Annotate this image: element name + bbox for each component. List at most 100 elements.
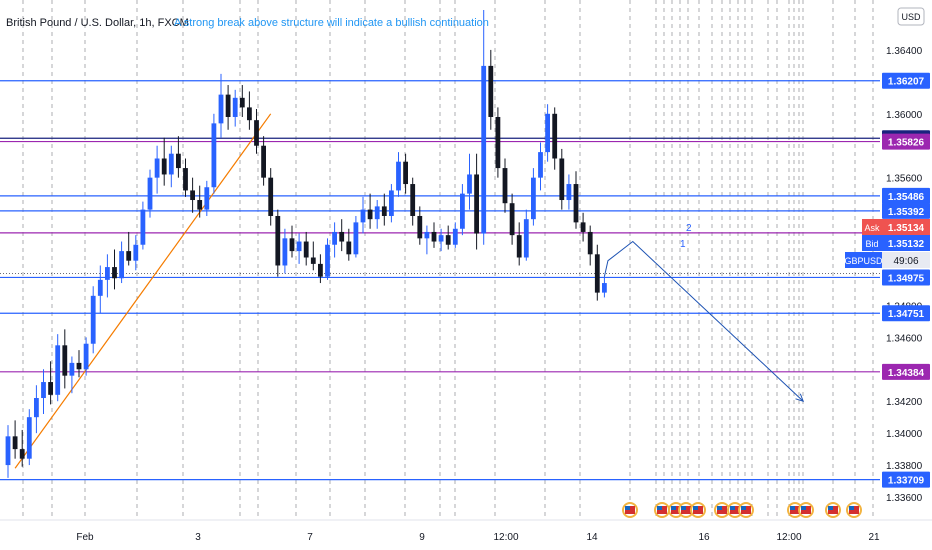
candle-body	[452, 228, 458, 245]
candle-body	[438, 235, 444, 242]
level-tag-bg	[882, 187, 930, 204]
candle-body	[303, 241, 309, 258]
candle-body	[147, 177, 153, 210]
projection-label-1: 1	[680, 239, 686, 250]
level-tag-label: 1.34384	[888, 368, 925, 379]
event-flag-1	[654, 502, 670, 518]
candle-body	[26, 417, 32, 459]
candle-body	[19, 449, 25, 459]
candle-body	[112, 267, 117, 279]
price-tick-label: 1.33600	[886, 493, 923, 504]
symbol-tag-name: GBPUSD	[844, 256, 883, 266]
candle-body	[5, 436, 11, 466]
price-tick-label: 1.36400	[886, 46, 923, 57]
level-tag-bg	[882, 72, 930, 89]
time-tick-label: Feb	[76, 532, 94, 543]
bid-tag-name-bg	[862, 235, 882, 251]
ask-tag-name-bg	[862, 219, 882, 235]
candle-body	[339, 231, 345, 242]
price-tick-label: 1.34000	[886, 429, 923, 440]
currency-button[interactable]: USD	[897, 7, 925, 26]
level-tag-bg	[882, 269, 930, 286]
candle-body	[197, 200, 203, 210]
level-tag-7: 1.34751	[882, 305, 930, 322]
candle-body	[431, 231, 437, 242]
candle-body	[62, 345, 68, 376]
candle-body	[495, 116, 501, 169]
candle-body	[552, 113, 558, 159]
candle-body	[90, 295, 96, 344]
level-tag-bg	[882, 305, 930, 322]
currency-button-frame[interactable]	[897, 7, 925, 26]
quote-tags: Ask 1.35134 Bid 1.35132 GBPUSD 49:06	[844, 219, 930, 268]
time-tick-label: 7	[307, 532, 313, 543]
candle-body	[367, 209, 373, 220]
candle-body	[289, 238, 295, 252]
candle-body	[587, 231, 593, 255]
candle-body	[474, 174, 479, 234]
time-tick-label: 3	[195, 532, 201, 543]
event-flag-4	[690, 502, 706, 518]
level-tag-6: 1.34975	[882, 269, 930, 286]
ask-tag: Ask 1.35134	[862, 219, 930, 235]
candles-group	[5, 10, 607, 478]
level-tag-label: 1.34975	[888, 273, 925, 284]
time-tick-label: 14	[586, 532, 598, 543]
price-tick-label: 1.34600	[886, 333, 923, 344]
candle-body	[154, 158, 160, 178]
level-tag-label: 1.33709	[888, 476, 925, 487]
projection-group: 21	[603, 223, 805, 402]
candle-body	[381, 206, 387, 216]
event-flag-0	[622, 502, 638, 518]
candle-body	[225, 94, 231, 117]
ask-tag-value-bg	[882, 219, 930, 235]
event-flag-11	[846, 502, 862, 518]
candle-body	[602, 283, 607, 293]
candle-body	[488, 65, 494, 117]
projection-arrowhead	[795, 393, 805, 402]
candle-body	[282, 238, 288, 266]
candle-body	[268, 177, 274, 216]
symbol-tag: GBPUSD 49:06	[844, 252, 930, 268]
level-tag-3: 1.35486	[882, 187, 930, 204]
candle-body	[410, 184, 416, 216]
candle-body	[105, 267, 110, 280]
candle-body	[346, 241, 352, 255]
price-tick-label: 1.36000	[886, 110, 923, 121]
candle-body	[531, 177, 536, 220]
event-flag-canton	[730, 506, 735, 510]
economic-events	[622, 502, 862, 518]
bid-tag: Bid 1.35132	[862, 235, 930, 251]
level-tag-4: 1.35392	[882, 202, 930, 219]
event-flag-canton	[790, 506, 795, 510]
candle-body	[580, 222, 586, 232]
level-tag-label: 1.36207	[888, 77, 925, 88]
price-tick-label: 1.34200	[886, 397, 923, 408]
candle-body	[76, 362, 82, 370]
price-tick-label: 1.33800	[886, 461, 923, 472]
candle-body	[275, 215, 281, 266]
candle-body	[481, 65, 487, 234]
candle-body	[55, 345, 61, 395]
candle-body	[41, 382, 46, 399]
level-tag-9: 1.33709	[882, 471, 930, 488]
candle-body	[190, 190, 195, 201]
symbol-tag-value-bg	[882, 252, 930, 268]
candle-body	[509, 203, 515, 236]
candle-body	[69, 362, 75, 376]
candle-body	[396, 161, 401, 191]
candle-body	[516, 235, 522, 258]
event-flag-7	[738, 502, 754, 518]
candle-body	[140, 209, 146, 245]
time-tick-label: 12:00	[493, 532, 518, 543]
level-tag-bg	[882, 202, 930, 219]
currency-label: USD	[901, 12, 921, 22]
ask-tag-value: 1.35134	[888, 223, 925, 234]
event-flag-5	[714, 502, 730, 518]
level-tag-label: 1.35392	[888, 207, 925, 218]
candle-body	[523, 219, 529, 258]
candle-body	[460, 193, 465, 229]
candle-body	[176, 153, 181, 169]
chart-note: A strong break above structure will indi…	[174, 17, 489, 29]
